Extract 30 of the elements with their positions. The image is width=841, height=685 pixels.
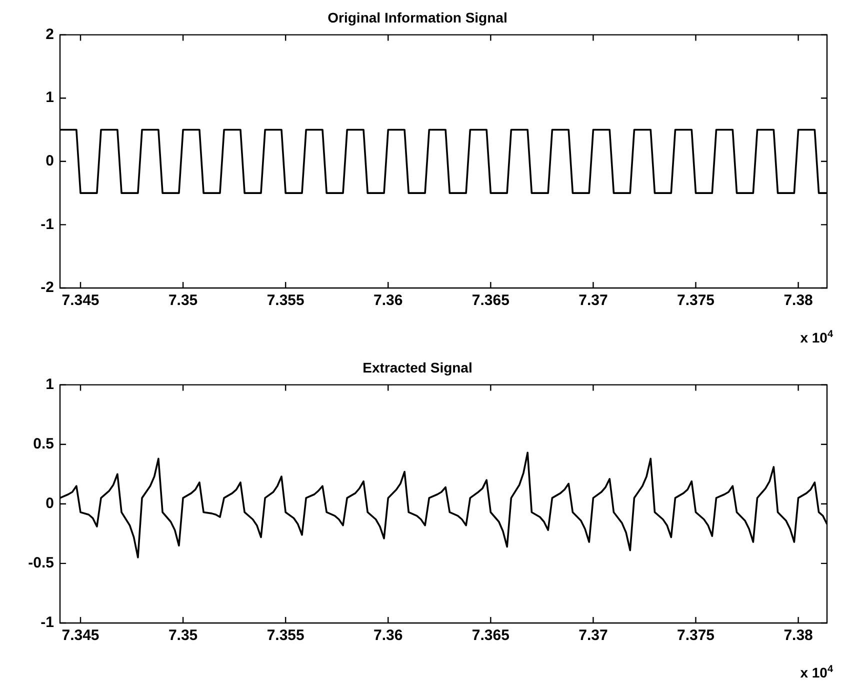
text: x 10$^{4}$ [800, 329, 833, 346]
x-tick-label: 7.36 [374, 292, 403, 310]
x-tick-label: 7.35 [168, 627, 198, 644]
x-tick-label: 7.345 [62, 627, 100, 644]
y-tick-label: 0 [46, 152, 54, 170]
chart-title: Original Information Signal [328, 9, 508, 26]
y-tick-label: -1 [40, 216, 54, 233]
y-tick-label: 0 [46, 495, 54, 512]
y-tick-label: 1 [46, 89, 54, 106]
y-tick-label: 2 [46, 26, 54, 43]
x-tick-label: 7.365 [472, 292, 510, 310]
x-tick-label: 7.38 [784, 627, 813, 644]
text: x 10$^{4}$ [800, 664, 833, 681]
y-tick-label: -1 [40, 614, 54, 632]
x-tick-label: 7.365 [472, 627, 510, 644]
y-tick-label: -2 [40, 279, 54, 296]
x-tick-label: 7.37 [578, 292, 608, 310]
x-tick-label: 7.375 [676, 627, 715, 644]
x-tick-label: 7.37 [578, 627, 608, 644]
y-tick-label: -0.5 [28, 554, 54, 572]
y-tick-label: 0.5 [33, 435, 54, 452]
x-tick-label: 7.345 [62, 292, 100, 310]
x-tick-label: 7.355 [266, 627, 304, 644]
x-tick-label: 7.355 [266, 292, 304, 310]
chart-title: Extracted Signal [362, 359, 472, 376]
y-tick-label: 1 [46, 376, 54, 393]
x-tick-label: 7.36 [374, 627, 403, 644]
x-tick-label: 7.375 [676, 292, 715, 310]
x-tick-label: 7.35 [168, 292, 198, 310]
x-tick-label: 7.38 [784, 292, 813, 310]
